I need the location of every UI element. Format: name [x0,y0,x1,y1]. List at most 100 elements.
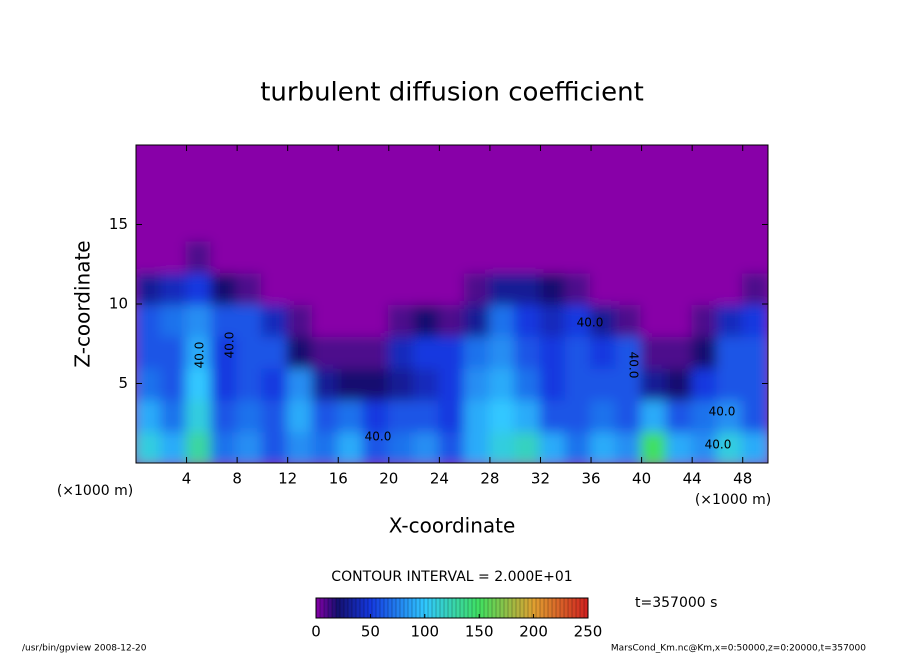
cell [716,207,744,242]
colorbar-swatch [384,598,389,618]
cell [362,398,390,433]
cell [691,303,719,337]
cell [564,366,593,401]
cell [362,145,390,178]
contour-interval: CONTOUR INTERVAL = 2.000E+01 [331,569,572,585]
cell [387,303,416,337]
cell [488,366,517,401]
cell [438,430,466,463]
colorbar-swatch [372,598,377,618]
y-tick-label: 15 [109,215,128,233]
colorbar-swatch [448,598,453,618]
cell [438,398,466,433]
contour-label: 40.0 [223,332,237,359]
cell [590,366,618,401]
cell [665,366,694,401]
cell [488,207,517,242]
cell [539,239,567,274]
x-tick-label: 36 [581,470,600,488]
cell [716,239,744,274]
cell [160,334,188,369]
colorbar-swatch [496,598,501,618]
cell [691,175,719,210]
cell [716,175,744,210]
colorbar-swatch [468,598,473,618]
cell [514,175,542,210]
cell [665,271,694,305]
cell [185,303,213,337]
cell [438,145,466,178]
cell [337,398,365,433]
colorbar-swatch [408,598,413,618]
colorbar-swatch [500,598,505,618]
cell [387,145,416,178]
cell [590,398,618,433]
cell [691,366,719,401]
cell [160,366,188,401]
cell [514,398,542,433]
cell [514,303,542,337]
cell [185,145,213,178]
colorbar-swatch [540,598,545,618]
cell [590,239,618,274]
cell [590,145,618,178]
cell [413,430,441,463]
field-cells [136,145,768,463]
cell [438,175,466,210]
cell [286,303,314,337]
cell [210,239,239,274]
cell [514,239,542,274]
cell [337,207,365,242]
cell [691,145,719,178]
cell [413,175,441,210]
cell [514,207,542,242]
colorbar-swatch [416,598,421,618]
x-tick-label: 28 [480,470,499,488]
cell [210,207,239,242]
cell [564,271,593,305]
cell [261,271,289,305]
cell [539,430,567,463]
colorbar-swatch [324,598,329,618]
colorbar-swatch [464,598,469,618]
colorbar-swatch [456,598,461,618]
cell [311,398,340,433]
cell [615,271,643,305]
cell [665,334,694,369]
cell [261,430,289,463]
cell [236,145,264,178]
cell [337,271,365,305]
cell [210,366,239,401]
contour-label: 40.0 [627,352,641,379]
colorbar-tick-label: 200 [519,623,548,641]
cell [160,145,188,178]
cell [210,145,239,178]
cell [185,207,213,242]
cell [362,303,390,337]
cell [590,334,618,369]
cell [286,145,314,178]
cell [311,366,340,401]
colorbar-tick-label: 50 [361,623,380,641]
cell [564,175,593,210]
cell [665,239,694,274]
colorbar-swatch [424,598,429,618]
cell [236,366,264,401]
colorbar-swatch [428,598,433,618]
cell [311,303,340,337]
cell [539,366,567,401]
cell [236,303,264,337]
cell [185,398,213,433]
colorbar-swatch [436,598,441,618]
colorbar-swatch [564,598,569,618]
cell [463,334,491,369]
cell [514,271,542,305]
cell [716,398,744,433]
cell [514,145,542,178]
cell [615,398,643,433]
contour-label: 40.0 [193,342,207,369]
colorbar-swatch [480,598,485,618]
cell [488,398,517,433]
cell [615,430,643,463]
cell [236,239,264,274]
